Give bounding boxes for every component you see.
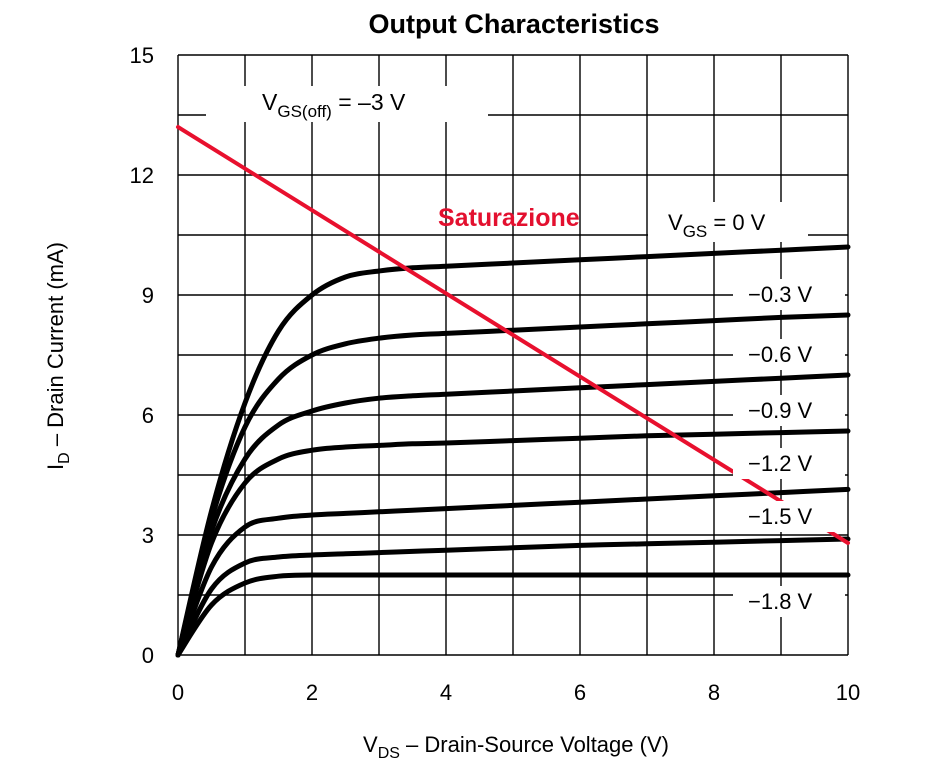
series-line-1	[175, 312, 851, 658]
label-background	[206, 86, 488, 122]
x-axis-label: VDS – Drain-Source Voltage (V)	[363, 732, 669, 762]
y-tick-label: 3	[142, 523, 154, 548]
curve-labels: VGS(off) = –3 V VGS = 0 V −0.3 V −0.6 V −0.9…	[262, 89, 845, 617]
series-line-2	[175, 372, 851, 658]
x-tick-label: 6	[574, 680, 586, 705]
series-line-0	[175, 244, 851, 658]
y-tick-label: 12	[130, 163, 154, 188]
series-line-6	[175, 572, 851, 658]
series-label-2: −0.6 V	[748, 342, 813, 367]
series-line-3	[175, 428, 851, 658]
series-label-background	[733, 448, 845, 479]
series-label-1: −0.3 V	[748, 282, 813, 307]
y-tick-label: 0	[142, 643, 154, 668]
curves	[175, 244, 851, 658]
series-label-4: −1.2 V	[748, 451, 813, 476]
series-label-background	[733, 339, 845, 370]
series-label-vgs-0: VGS = 0 V	[668, 210, 766, 241]
x-tick-label: 2	[306, 680, 318, 705]
load-line-label: Saturazione	[438, 204, 580, 232]
series-label-background	[733, 395, 845, 426]
series-label-background	[733, 279, 845, 310]
y-tick-label: 9	[142, 283, 154, 308]
chart-title: Output Characteristics	[368, 9, 659, 39]
series-label-background	[733, 501, 845, 532]
label-background	[648, 202, 808, 242]
series-label-5: −1.5 V	[748, 504, 813, 529]
series-label-3: −0.9 V	[748, 398, 813, 423]
x-tick-label: 4	[440, 680, 452, 705]
series-label-background	[733, 586, 845, 617]
vgs-off-annotation: VGS(off) = –3 V	[262, 89, 406, 121]
tick-labels: 0 2 4 6 8 10 0 3 6 9 12 15	[130, 43, 861, 705]
y-tick-label: 15	[130, 43, 154, 68]
x-tick-label: 0	[172, 680, 184, 705]
series-line-5	[175, 536, 851, 658]
x-tick-label: 8	[708, 680, 720, 705]
x-tick-label: 10	[836, 680, 860, 705]
y-tick-label: 6	[142, 403, 154, 428]
grid	[177, 54, 849, 656]
y-axis-label: ID – Drain Current (mA)	[43, 242, 73, 470]
series-line-4	[175, 486, 851, 658]
series-label-6: −1.8 V	[748, 589, 813, 614]
